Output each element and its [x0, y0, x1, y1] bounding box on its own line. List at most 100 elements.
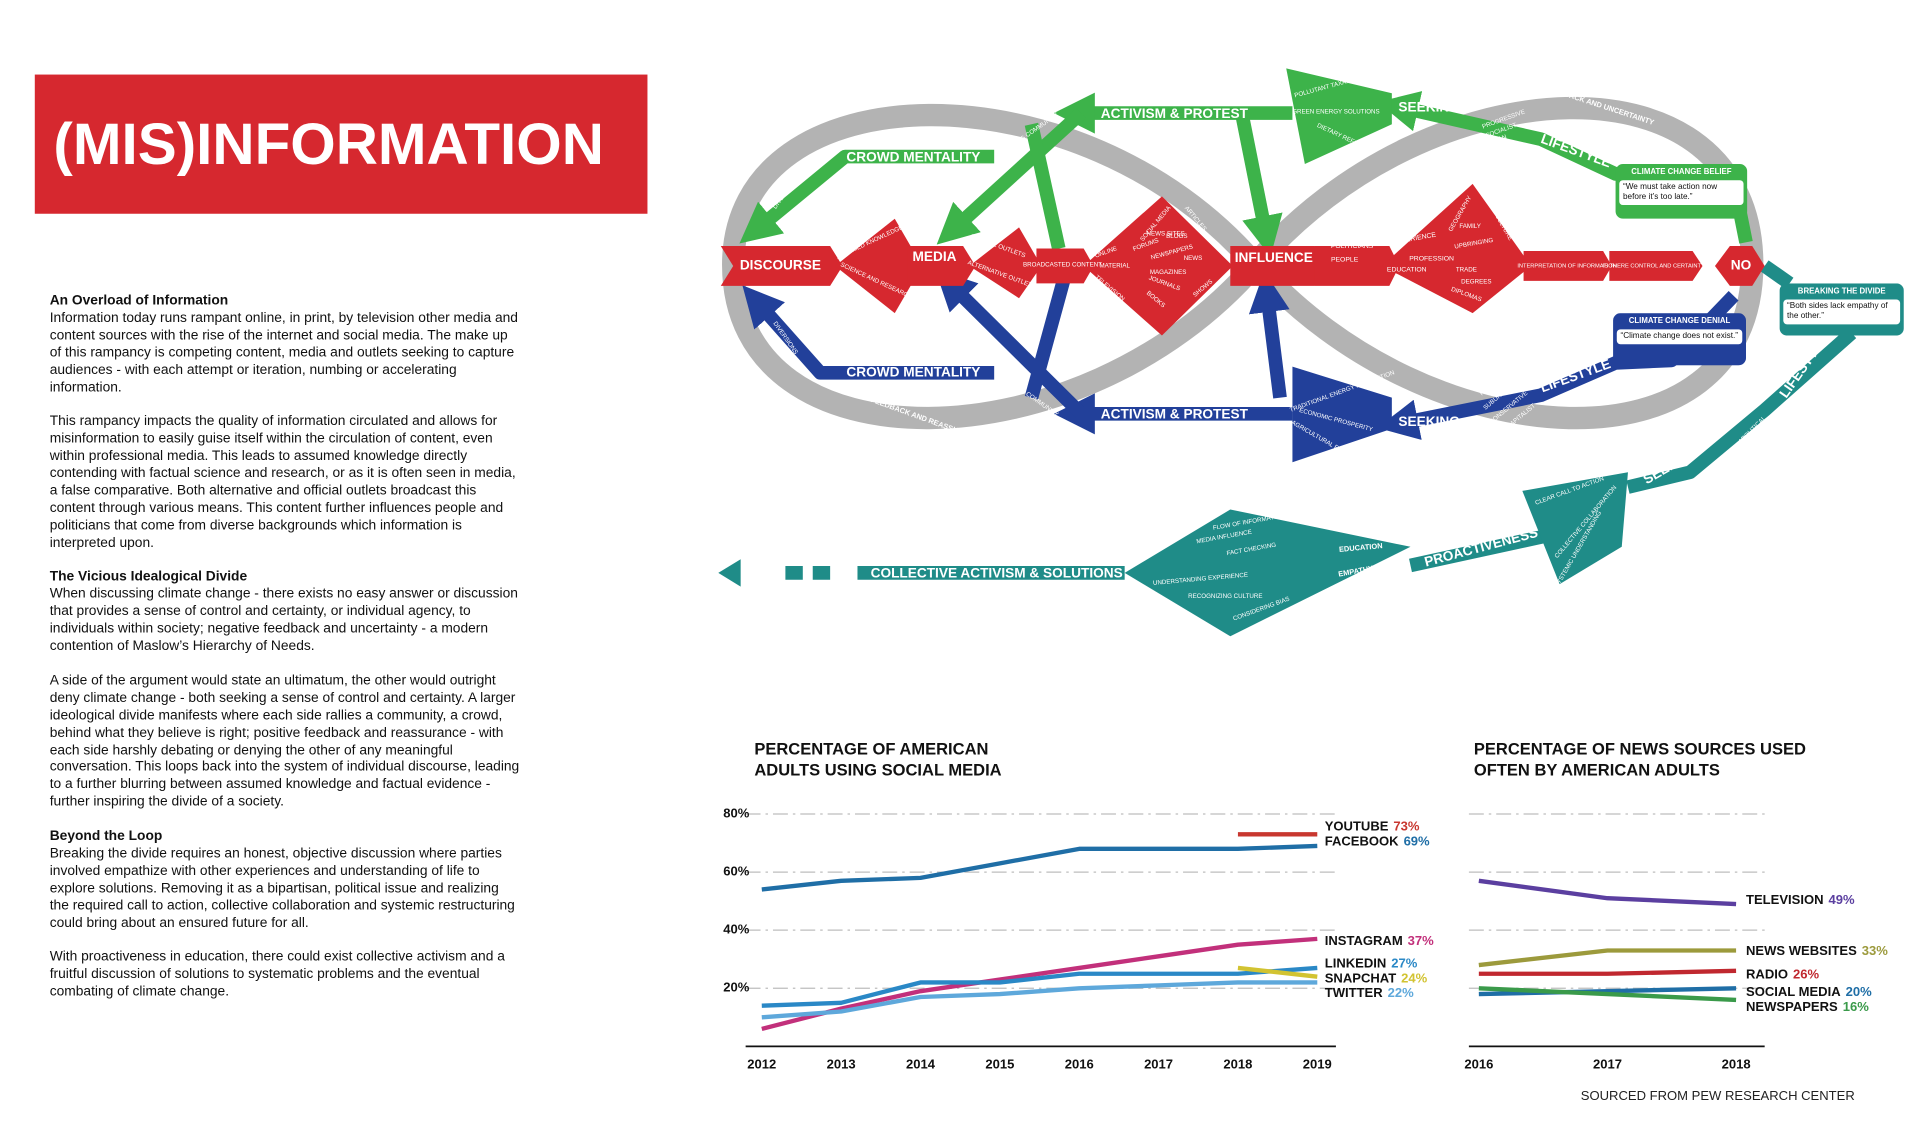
source-note: SOURCED FROM PEW RESEARCH CENTER	[1580, 1088, 1855, 1104]
series-label: TWITTER 22%	[1325, 986, 1414, 1001]
section-heading: The Vicious Idealogical Divide	[49, 569, 248, 585]
series-line	[1478, 948, 1737, 968]
series-label: INSTAGRAM 37%	[1325, 933, 1434, 948]
series-name: RADIO	[1746, 967, 1788, 982]
diagram-label: SEEKING	[1398, 100, 1459, 115]
series-label: TELEVISION 49%	[1746, 892, 1855, 907]
text-column: An Overload of Information Information to…	[50, 293, 520, 1019]
diagram-label: MEDIA	[913, 249, 957, 264]
series-line	[1237, 965, 1318, 979]
x-tick-label: 2017	[1144, 1056, 1173, 1071]
x-tick-label: 2016	[1464, 1056, 1493, 1071]
diagram-label: DEGREES	[1461, 279, 1491, 286]
series-name: FACEBOOK	[1325, 834, 1399, 849]
section: The Vicious Idealogical Divide When discu…	[50, 570, 520, 812]
series-label: YOUTUBE 73%	[1325, 819, 1420, 834]
blue-arrows	[742, 269, 1739, 440]
callout-box: BREAKING THE DIVIDE “Both sides lack empa…	[1779, 283, 1904, 336]
teal-arrows	[785, 260, 1857, 580]
x-tick-label: 2018	[1722, 1056, 1751, 1071]
diagram-label: NEWS	[1184, 255, 1203, 262]
diagram-label: POLITICIANS	[1331, 243, 1374, 250]
series-label: LINKEDIN 27%	[1325, 956, 1418, 971]
diagram-label: MATERIAL	[1099, 263, 1130, 270]
paragraph: With proactiveness in education, there c…	[49, 949, 505, 1000]
diagram-label: PEOPLE	[1331, 257, 1359, 264]
series-line	[761, 936, 1318, 1032]
section-heading: An Overload of Information	[49, 293, 229, 309]
x-tick-label: 2016	[1065, 1056, 1094, 1071]
value-label: 22%	[1388, 986, 1414, 1001]
diagram-label: GREEN ENERGY SOLUTIONS	[1292, 108, 1379, 115]
paragraph: A side of the argument would state an ul…	[49, 673, 520, 810]
series-name: YOUTUBE	[1325, 819, 1389, 834]
series-label: RADIO 26%	[1746, 967, 1819, 982]
section-heading: Beyond the Loop	[49, 828, 163, 844]
series-name: NEWS WEBSITES	[1746, 943, 1857, 958]
x-tick-label: 2018	[1223, 1056, 1252, 1071]
x-tick-label: 2015	[985, 1056, 1014, 1071]
value-label: 16%	[1843, 999, 1869, 1014]
diagram-label: INFLUENCE	[1235, 250, 1313, 265]
diagram-label: EDUCATION	[1387, 266, 1427, 273]
series-line	[761, 843, 1318, 892]
series-name: TWITTER	[1325, 986, 1383, 1001]
value-label: 20%	[1846, 984, 1872, 999]
series-line	[761, 980, 1318, 1020]
paragraph: When discussing climate change - there e…	[49, 587, 518, 654]
diagram-label: EDUCATION	[1339, 541, 1383, 554]
series-line	[1478, 986, 1737, 1003]
callout-title: CLIMATE CHANGE DENIAL	[1628, 316, 1731, 326]
x-tick-label: 2019	[1303, 1056, 1332, 1071]
x-tick-label: 2013	[827, 1056, 856, 1071]
x-tick-label: 2017	[1593, 1056, 1622, 1071]
series-name: LINKEDIN	[1325, 956, 1387, 971]
value-label: 73%	[1393, 819, 1419, 834]
series-label: NEWSPAPERS 16%	[1746, 999, 1869, 1014]
series-label: SNAPCHAT 24%	[1325, 971, 1428, 986]
y-tick-label: 80%	[723, 805, 749, 820]
series-name: SOCIAL MEDIA	[1746, 984, 1841, 999]
diagram-label: MAGAZINES	[1150, 269, 1187, 276]
diagram-label: CROWD MENTALITY	[846, 149, 980, 164]
series-label: SOCIAL MEDIA 20%	[1746, 984, 1872, 999]
diagram-label: SEEKING	[1398, 414, 1459, 429]
callout-quote: “We must take action now before it’s too…	[1619, 180, 1744, 206]
section: An Overload of Information Information to…	[50, 293, 520, 552]
page-title: (MIS)INFORMATION	[34, 74, 648, 214]
callout-quote: “Both sides lack empathy of the other.”	[1783, 299, 1901, 325]
value-label: 24%	[1401, 971, 1427, 986]
x-tick-label: 2014	[906, 1056, 936, 1071]
paragraph: Information today runs rampant online, i…	[49, 310, 518, 395]
callout: BREAKING THE DIVIDE “Both sides lack empa…	[1779, 283, 1904, 336]
diagram-label: FAMILY	[1459, 223, 1481, 230]
value-label: 49%	[1828, 892, 1854, 907]
series-label: FACEBOOK 69%	[1325, 834, 1430, 849]
series-name: SNAPCHAT	[1325, 971, 1396, 986]
green-arrows	[739, 91, 1753, 257]
diagram-label: ACTIVISM & PROTEST	[1101, 407, 1249, 422]
value-label: 33%	[1862, 943, 1888, 958]
diagram-label: RECOGNIZING CULTURE	[1188, 593, 1262, 600]
diagram-label: BLOGS	[1166, 233, 1187, 240]
callout-box: CLIMATE CHANGE DENIAL “Climate change doe…	[1613, 313, 1747, 366]
chart: 2016 2017 2018 TELEVISION 49% NEWS WEBSITES 33…	[1464, 813, 1888, 1071]
series-label: NEWS WEBSITES 33%	[1746, 943, 1888, 958]
callout-title: BREAKING THE DIVIDE	[1797, 287, 1886, 296]
series-name: NEWSPAPERS	[1746, 999, 1838, 1014]
diagram-label: IS THERE CONTROL AND CERTAINTY?	[1603, 263, 1708, 269]
paragraph: Breaking the divide requires an honest, …	[49, 846, 515, 931]
x-tick-label: 2012	[747, 1056, 776, 1071]
diagram-label: PROFESSION	[1409, 255, 1454, 262]
value-label: 37%	[1408, 933, 1434, 948]
diagram-label: COLLECTIVE ACTIVISM & SOLUTIONS	[871, 566, 1123, 581]
callout: CLIMATE CHANGE BELIEF “We must take actio…	[1615, 164, 1748, 219]
red-band	[720, 183, 1765, 336]
value-label: 26%	[1793, 967, 1819, 982]
callout-box: CLIMATE CHANGE BELIEF “We must take actio…	[1615, 164, 1748, 219]
callout: CLIMATE CHANGE DENIAL “Climate change doe…	[1613, 313, 1747, 366]
y-tick-label: 20%	[723, 980, 749, 995]
